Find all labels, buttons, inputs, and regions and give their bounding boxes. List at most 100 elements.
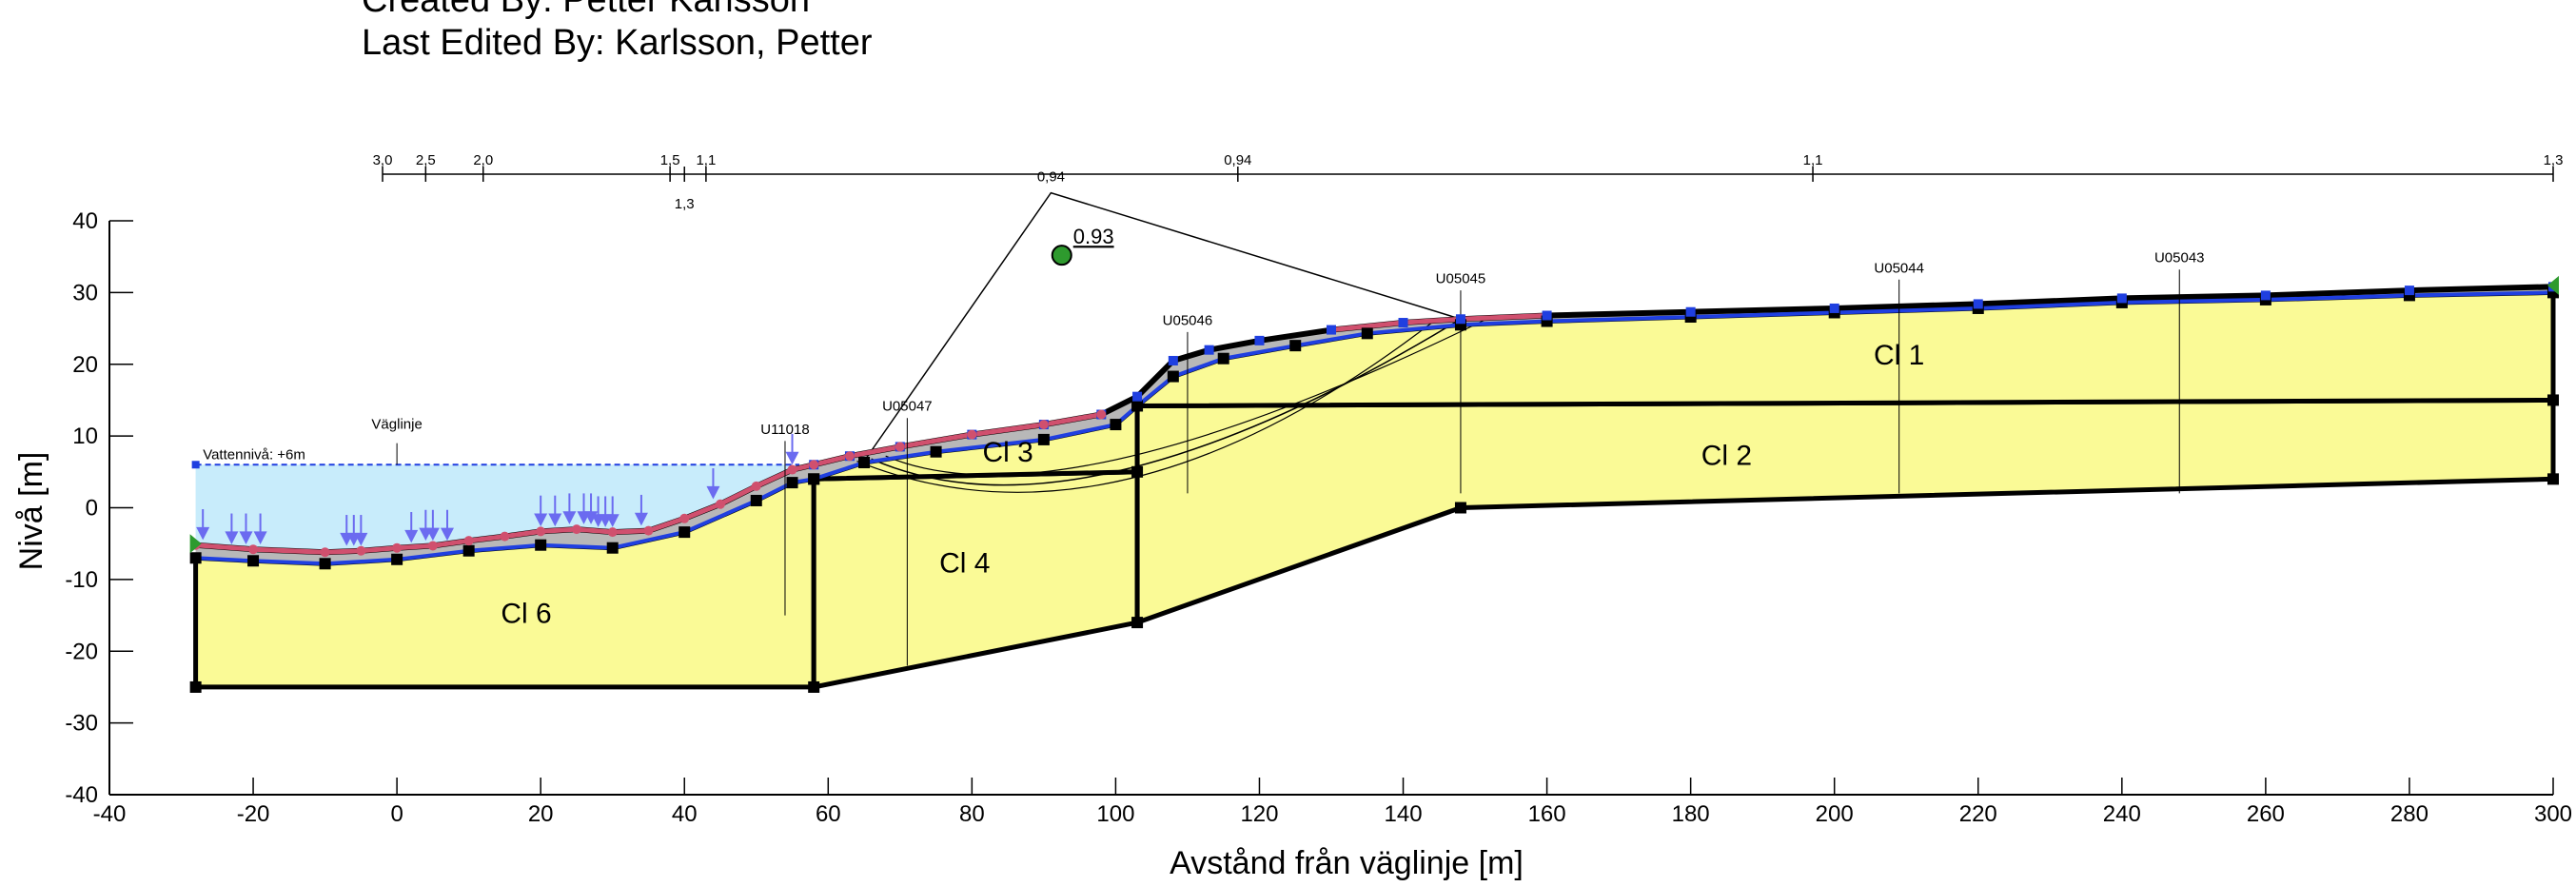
y-tick-label: -40 — [65, 782, 98, 808]
load-arrow-head — [239, 531, 253, 544]
surface-node — [967, 429, 977, 440]
region-node — [2547, 473, 2559, 485]
load-arrow-head — [196, 526, 210, 541]
slip-surfaces: 0,94 0.93 — [856, 169, 1490, 493]
node-marker — [1037, 433, 1050, 445]
node-marker — [858, 457, 871, 469]
x-tick-label: 280 — [2390, 801, 2429, 827]
borehole-label: U05044 — [1874, 260, 1924, 276]
apex-label: 0,94 — [1037, 169, 1065, 186]
node-marker — [1131, 400, 1144, 412]
surface-node — [356, 545, 366, 556]
region-cl4 — [811, 469, 1140, 690]
created-by-label: Created By: Petter Karlsson — [362, 0, 810, 20]
x-tick-label: 40 — [672, 801, 698, 827]
x-tick-label: 240 — [2103, 801, 2141, 827]
load-arrow-head — [785, 451, 799, 465]
region-node — [2547, 394, 2559, 406]
surface-load-line — [195, 412, 1102, 555]
x-tick-label: -40 — [93, 801, 127, 827]
load-arrow-head — [605, 514, 619, 527]
region-cl2 — [1134, 397, 2556, 626]
node-marker — [1455, 314, 1465, 325]
node-marker — [189, 552, 202, 564]
surface-node — [320, 547, 330, 558]
axes: -40 -20 0 20 40 60 80 100 120 140 160 180 200 220 240 2… — [65, 208, 2572, 827]
node-marker — [606, 542, 619, 554]
y-tick-label: 10 — [72, 424, 98, 449]
y-tick-label: -20 — [65, 639, 98, 664]
y-tick-label: -30 — [65, 711, 98, 737]
material-label: Cl 2 — [1701, 441, 1752, 472]
markers: U11018 U05047 U05046 U05045 U05044 U05043 Vägl… — [189, 152, 2563, 693]
x-tick-label: 20 — [528, 801, 554, 827]
x-tick-label: 220 — [1959, 801, 1997, 827]
slip-centre-lines — [863, 191, 1462, 462]
material-label: Cl 6 — [501, 598, 551, 629]
load-arrow-head — [562, 511, 577, 524]
surface-node — [679, 513, 690, 523]
node-marker — [1685, 306, 1696, 317]
surface-node — [1096, 409, 1107, 420]
node-marker — [678, 526, 691, 539]
borehole-label: U05046 — [1163, 312, 1213, 328]
load-arrow-head — [548, 513, 562, 527]
load-arrow-head — [225, 531, 239, 544]
node-marker — [1168, 355, 1178, 365]
node-marker — [247, 555, 260, 567]
region-node — [1131, 617, 1144, 629]
surface-node — [1038, 420, 1049, 430]
slip-centre-icon — [1051, 245, 1072, 266]
load-arrow-head — [440, 527, 454, 542]
fos-scale-label: 1,1 — [1803, 152, 1823, 168]
node-marker — [391, 553, 403, 565]
surface-node — [844, 451, 855, 462]
road-line-label: Väglinje — [371, 417, 422, 433]
node-marker — [930, 445, 942, 458]
surface-node — [392, 542, 403, 553]
surface-load-line — [1330, 313, 1547, 333]
y-tick-label: 40 — [72, 208, 98, 234]
node-marker — [1361, 327, 1373, 340]
x-tick-label: -20 — [237, 801, 270, 827]
material-label: Cl 1 — [1874, 340, 1924, 371]
surface-node — [248, 544, 259, 555]
region-node — [189, 680, 202, 693]
x-tick-label: 80 — [959, 801, 985, 827]
surface-node — [809, 460, 819, 470]
material-label: Cl 3 — [982, 437, 1032, 468]
material-label: Cl 4 — [939, 548, 990, 580]
fos-scale-label: 2,0 — [473, 152, 493, 168]
load-arrow-head — [354, 532, 368, 546]
slip-surface-alt — [885, 317, 1490, 476]
surface-node — [787, 464, 797, 475]
fos-scale-label: 1,1 — [696, 152, 716, 168]
y-axis-title: Nivå [m] — [13, 452, 49, 571]
water-level-label: Vattennivå: +6m — [203, 446, 305, 463]
borehole-label: U05043 — [2154, 250, 2205, 266]
borehole-label: U05045 — [1436, 271, 1486, 287]
x-tick-label: 260 — [2247, 801, 2285, 827]
right-boundary-icon — [2547, 275, 2559, 295]
region-node — [808, 680, 820, 693]
surface-node — [463, 536, 474, 546]
node-marker — [1829, 303, 1839, 313]
node-marker — [1327, 325, 1336, 335]
node-marker — [1542, 310, 1552, 321]
fos-scale-label: 0,94 — [1224, 152, 1251, 168]
surface-node — [895, 442, 905, 452]
node-marker — [535, 539, 547, 551]
water-level-node — [191, 461, 200, 469]
x-tick-label: 0 — [390, 801, 403, 827]
x-axis-title: Avstånd från väglinje [m] — [1170, 845, 1524, 881]
load-arrow-head — [634, 512, 648, 526]
fos-scale-label: 1,5 — [660, 152, 680, 168]
surface-node — [751, 481, 761, 491]
load-arrow-head — [404, 529, 419, 543]
y-tick-label: 30 — [72, 280, 98, 306]
y-tick-label: -10 — [65, 567, 98, 593]
left-boundary-icon — [189, 534, 202, 554]
node-marker — [750, 494, 762, 506]
factor-of-safety: 0.93 — [1073, 225, 1114, 248]
